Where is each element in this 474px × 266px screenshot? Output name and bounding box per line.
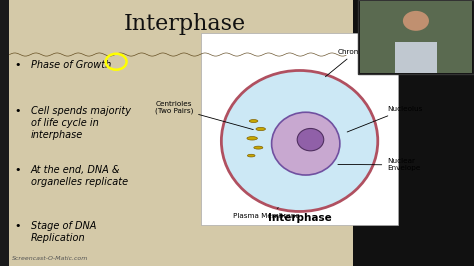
Ellipse shape — [403, 11, 429, 31]
Text: •: • — [14, 60, 21, 70]
Text: Cell spends majority
of life cycle in
interphase: Cell spends majority of life cycle in in… — [31, 106, 131, 140]
FancyBboxPatch shape — [358, 0, 474, 74]
Text: Stage of DNA
Replication: Stage of DNA Replication — [31, 221, 96, 243]
Text: Plasma Membrane: Plasma Membrane — [233, 208, 300, 219]
FancyBboxPatch shape — [201, 33, 398, 225]
Text: Nuclear
Envelope: Nuclear Envelope — [338, 159, 420, 171]
Text: Phase of Growth: Phase of Growth — [31, 60, 111, 70]
Ellipse shape — [254, 146, 263, 149]
Text: Interphase: Interphase — [124, 13, 246, 35]
Ellipse shape — [221, 70, 378, 211]
FancyBboxPatch shape — [360, 1, 472, 73]
FancyBboxPatch shape — [0, 0, 9, 266]
Ellipse shape — [256, 127, 265, 131]
Ellipse shape — [247, 154, 255, 157]
Ellipse shape — [297, 128, 324, 151]
FancyBboxPatch shape — [394, 42, 437, 73]
Text: At the end, DNA &
organelles replicate: At the end, DNA & organelles replicate — [31, 165, 128, 187]
Text: •: • — [14, 165, 21, 175]
Ellipse shape — [249, 120, 258, 123]
Text: Interphase: Interphase — [268, 213, 331, 223]
Text: Centrioles
(Two Pairs): Centrioles (Two Pairs) — [155, 101, 253, 130]
Text: Chromatin: Chromatin — [326, 48, 375, 77]
Text: •: • — [14, 106, 21, 117]
FancyBboxPatch shape — [0, 0, 353, 266]
Text: •: • — [14, 221, 21, 231]
Ellipse shape — [272, 112, 340, 175]
Text: Screencast-O-Matic.com: Screencast-O-Matic.com — [12, 256, 88, 261]
Text: Nucleolus: Nucleolus — [347, 106, 423, 132]
Ellipse shape — [247, 137, 257, 140]
